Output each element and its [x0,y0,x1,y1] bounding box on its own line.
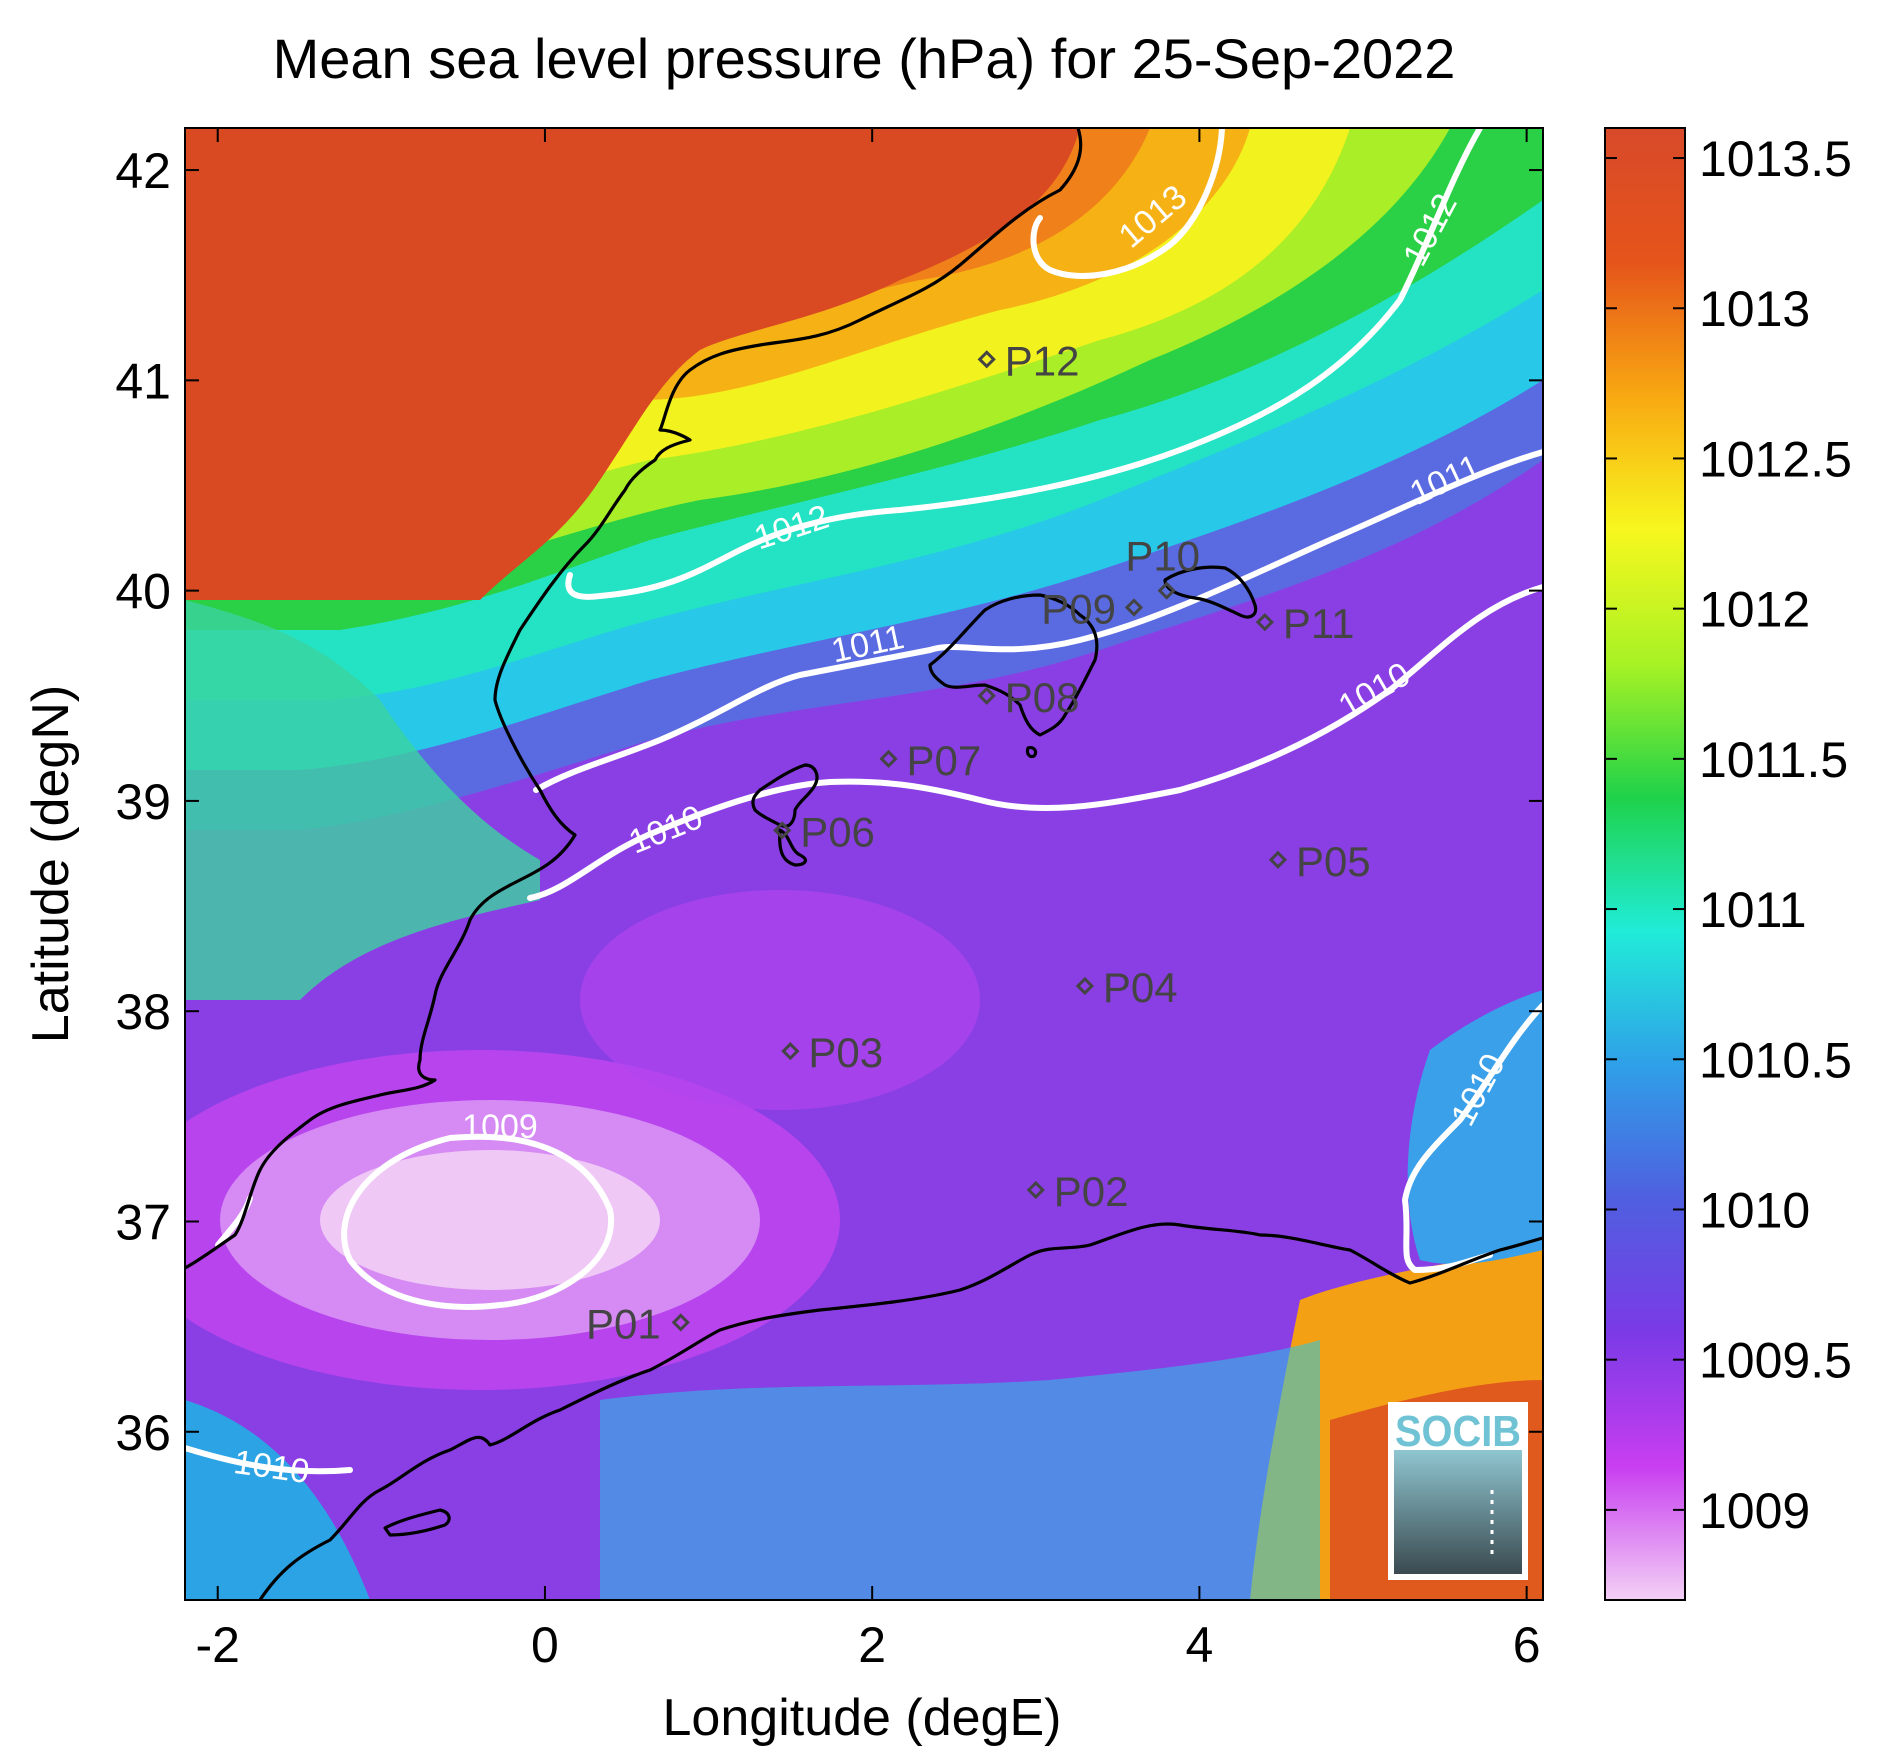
plot-frame [184,127,1544,1601]
station-marker [1026,1180,1045,1200]
colorbar-tick-label: 1009.5 [1699,1333,1852,1389]
station-label: P05 [1296,838,1371,885]
x-tick-label: 2 [858,1617,886,1673]
colorbar-tick-label: 1010.5 [1699,1032,1852,1088]
contour-1010-east [1402,1002,1543,1273]
contour-1010-sw [185,1445,353,1475]
y-tick-label: 42 [115,143,171,199]
station-marker [879,749,898,768]
y-tick-label: 37 [115,1194,171,1250]
colorbar-gradient [1604,127,1686,1601]
colorbar-tick-label: 1012 [1699,582,1810,638]
station-marker [781,1042,800,1061]
y-axis-label: Latitude (degN) [22,685,80,1043]
station-label: P11 [1283,600,1355,647]
y-tick-label: 39 [115,774,171,830]
station-marker [1075,976,1095,996]
colorbar-tick-label: 1011.5 [1699,732,1848,788]
station-label: P03 [808,1029,883,1076]
socib-logo: SOCIB [1388,1402,1528,1580]
contour-1010-north [527,584,1543,901]
contour-1013 [1030,128,1225,279]
x-tick-label: 4 [1186,1617,1214,1673]
pressure-field [185,128,1543,1600]
y-tick-label: 38 [115,984,171,1040]
colorbar-ticks: 1009 1009.5 1010 1010.5 1011 1011.5 1012 1012.5… [1605,131,1852,1539]
station-label: P08 [1005,674,1080,721]
station-p04: P04 [1075,964,1178,1011]
station-label: P09 [1041,585,1116,632]
station-marker [977,350,996,369]
logo-text: SOCIB [1395,1407,1521,1456]
station-p03: P03 [781,1029,883,1076]
station-marker [773,821,792,840]
chart-title: Mean sea level pressure (hPa) for 25-Sep… [273,27,1456,90]
station-label: P04 [1103,964,1178,1011]
station-p02: P02 [1026,1168,1129,1215]
station-label: P10 [1125,533,1200,580]
y-tick-label: 36 [115,1405,171,1461]
coastlines [185,128,1543,1600]
station-p10: P10 [1125,533,1200,600]
colorbar-tick-label: 1012.5 [1699,431,1852,487]
station-p08: P08 [977,674,1080,721]
island-cabrera [1025,746,1038,759]
station-p06: P06 [773,808,875,855]
colorbar-tick-label: 1013 [1699,281,1810,337]
station-p11: P11 [1255,600,1355,647]
station-marker [1268,850,1288,869]
y-tick-label: 41 [115,353,171,409]
x-tick-label: 0 [531,1617,559,1673]
contour-label: 1009 [462,1108,538,1146]
colorbar-tick-label: 1010 [1699,1182,1810,1238]
x-axis-label: Longitude (degE) [663,1689,1062,1747]
x-axis: -2 0 2 4 6 [195,128,1541,1673]
contour-1011 [533,449,1543,793]
colorbar-tick-label: 1011 [1699,882,1807,938]
station-marker [1157,581,1176,600]
station-label: P01 [586,1300,661,1347]
station-p05: P05 [1268,838,1371,885]
island-menorca [1163,565,1258,619]
coastline-africa [258,1222,1543,1600]
island-ibiza [751,763,819,828]
station-p01: P01 [586,1300,690,1347]
station-marker [671,1313,690,1332]
coastline-spain [185,128,1083,1270]
station-label: P07 [907,737,982,784]
station-label: P06 [800,808,875,855]
station-label: P12 [1005,337,1080,384]
island-alboran [383,1508,451,1537]
island-formentera [778,828,807,867]
colorbar: 1009 1009.5 1010 1010.5 1011 1011.5 1012 1012.5… [1604,127,1852,1601]
station-marker [977,686,996,705]
station-p12: P12 [977,337,1080,384]
contour-1009 [341,1133,615,1310]
station-p07: P07 [879,737,982,784]
island-mallorca [928,593,1099,737]
y-tick-label: 40 [115,564,171,620]
station-p09: P09 [1041,585,1144,632]
y-axis: 36 37 38 39 40 41 42 [115,143,1543,1461]
station-marker [1124,598,1144,617]
station-marker [1255,613,1274,632]
station-label: P02 [1054,1168,1129,1215]
colorbar-tick-label: 1009 [1699,1483,1810,1539]
x-tick-label: 6 [1513,1617,1541,1673]
colorbar-tick-label: 1013.5 [1699,131,1852,187]
x-tick-label: -2 [195,1617,239,1673]
contour-1012 [565,128,1483,600]
